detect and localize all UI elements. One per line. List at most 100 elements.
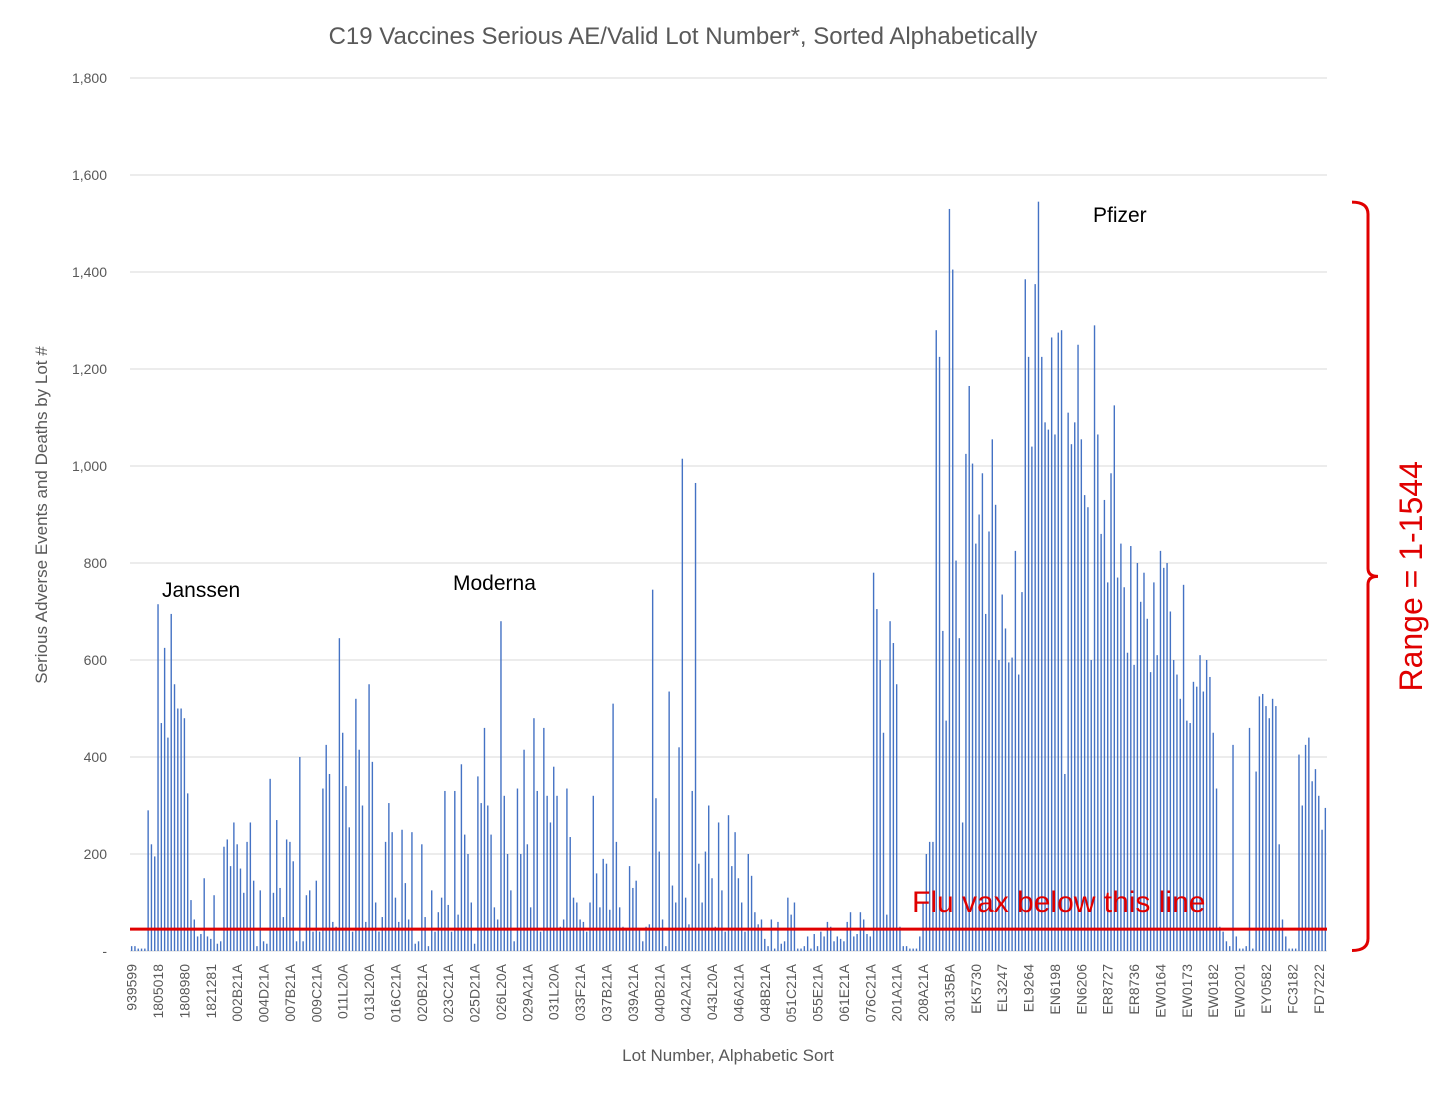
bar bbox=[487, 805, 489, 951]
x-tick-label: 025D21A bbox=[467, 963, 483, 1022]
bar bbox=[345, 786, 347, 951]
bar bbox=[355, 698, 357, 951]
bar bbox=[299, 757, 301, 951]
y-tick-label: 1,800 bbox=[72, 70, 107, 86]
bar bbox=[1172, 660, 1175, 951]
bar bbox=[975, 543, 977, 951]
x-tick-label: 023C21A bbox=[440, 963, 456, 1022]
bar bbox=[1133, 664, 1135, 951]
bar bbox=[994, 504, 997, 951]
bar bbox=[1064, 773, 1066, 951]
bar bbox=[586, 931, 588, 951]
bar bbox=[912, 948, 914, 951]
bar bbox=[612, 703, 614, 951]
bar bbox=[473, 943, 476, 951]
bar bbox=[632, 887, 634, 951]
bar bbox=[615, 841, 618, 951]
bar bbox=[183, 718, 186, 951]
bar bbox=[520, 854, 522, 951]
bar bbox=[259, 890, 261, 951]
x-tick-label: EW0164 bbox=[1152, 964, 1168, 1018]
bar bbox=[206, 936, 209, 951]
x-tick-label: 026L20A bbox=[493, 963, 509, 1020]
x-tick-label: 039A21A bbox=[625, 963, 641, 1021]
bar bbox=[1120, 543, 1122, 951]
bar bbox=[1143, 572, 1145, 951]
bar bbox=[1044, 422, 1046, 952]
bar bbox=[1222, 931, 1224, 951]
bar bbox=[302, 941, 304, 951]
bar bbox=[1031, 446, 1033, 951]
bar bbox=[820, 931, 822, 951]
bar bbox=[948, 208, 951, 951]
bar bbox=[958, 638, 961, 951]
x-tick-label: 002B21A bbox=[229, 963, 245, 1021]
y-tick-label: 1,200 bbox=[72, 361, 107, 377]
bar bbox=[678, 747, 680, 951]
bar bbox=[1285, 936, 1287, 951]
bar bbox=[882, 732, 885, 951]
x-tick-label: FC3182 bbox=[1284, 964, 1300, 1014]
bar bbox=[1090, 660, 1092, 951]
bar bbox=[559, 926, 562, 951]
bar bbox=[312, 931, 314, 951]
bar bbox=[889, 621, 891, 951]
bar bbox=[595, 873, 598, 951]
bar bbox=[843, 941, 845, 951]
bar bbox=[793, 902, 796, 951]
bar bbox=[1202, 691, 1205, 951]
x-tick-label: 016C21A bbox=[387, 963, 403, 1022]
x-tick-label: EN6198 bbox=[1047, 964, 1063, 1015]
bar bbox=[582, 921, 585, 951]
bar bbox=[1027, 356, 1030, 951]
bar bbox=[638, 929, 641, 951]
bar bbox=[157, 604, 159, 951]
bar bbox=[658, 851, 660, 951]
bar bbox=[909, 948, 911, 951]
x-tick-label: EY0582 bbox=[1258, 964, 1274, 1014]
bar bbox=[190, 900, 192, 951]
bar bbox=[289, 841, 291, 951]
bar bbox=[193, 919, 196, 951]
bar bbox=[651, 589, 654, 951]
x-tick-label: 037B21A bbox=[598, 963, 614, 1021]
bar bbox=[1248, 727, 1251, 951]
bar bbox=[150, 844, 153, 951]
y-tick-label: 1,400 bbox=[72, 264, 107, 280]
bar bbox=[549, 822, 552, 951]
bar bbox=[846, 921, 848, 951]
bar bbox=[440, 897, 443, 951]
bar bbox=[701, 902, 703, 951]
bar bbox=[981, 473, 984, 951]
bar bbox=[856, 934, 858, 951]
bar bbox=[200, 934, 202, 951]
bar bbox=[480, 803, 482, 951]
bar bbox=[1186, 720, 1188, 951]
bar bbox=[1149, 672, 1152, 951]
bar bbox=[773, 948, 776, 951]
bar bbox=[1199, 655, 1201, 951]
bar bbox=[1156, 655, 1158, 951]
bar bbox=[1179, 698, 1181, 951]
bar bbox=[859, 912, 862, 951]
bar bbox=[266, 943, 268, 951]
bar bbox=[496, 919, 499, 951]
bar bbox=[335, 926, 337, 951]
bar bbox=[902, 946, 904, 951]
bar bbox=[338, 638, 341, 951]
bar bbox=[1314, 769, 1317, 951]
annotation: Janssen bbox=[162, 579, 240, 602]
bar bbox=[1060, 330, 1063, 951]
bar bbox=[1123, 587, 1125, 951]
bar bbox=[348, 827, 350, 951]
bar bbox=[328, 773, 331, 951]
bar bbox=[1047, 429, 1050, 951]
bar bbox=[160, 723, 163, 951]
bar bbox=[229, 866, 232, 951]
bar bbox=[1212, 732, 1214, 951]
bar bbox=[1252, 948, 1254, 951]
bar bbox=[1146, 618, 1148, 951]
x-tick-label: EN6206 bbox=[1073, 964, 1089, 1015]
x-axis-title: Lot Number, Alphabetic Sort bbox=[622, 1046, 834, 1065]
bar bbox=[361, 805, 364, 951]
